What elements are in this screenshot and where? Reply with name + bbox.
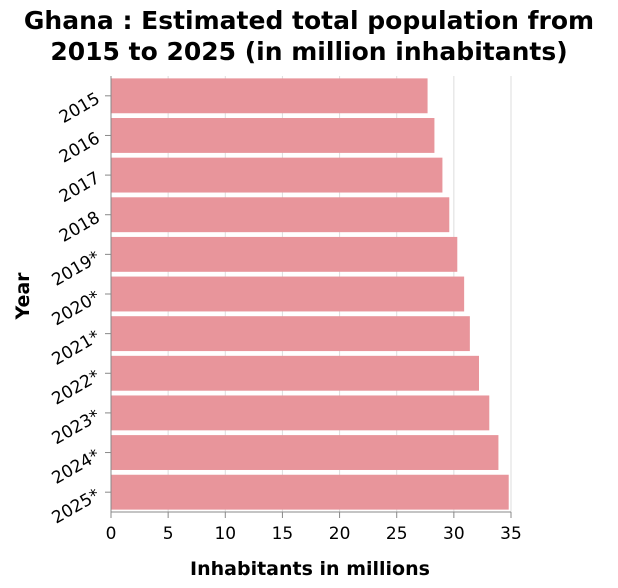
x-tick-label-15: 15 [272,524,294,544]
bar-2023-projected [111,395,490,431]
axes-group [105,76,512,518]
bar-2018 [111,197,450,233]
x-tick-label-20: 20 [329,524,351,544]
y-axis-title: Year [12,272,34,321]
y-tick-label-2022-projected: 2022* [49,366,104,409]
bars-group [111,78,509,510]
bar-2024-projected [111,435,499,470]
x-tick-label-25: 25 [386,524,408,544]
bar-2019-projected [111,236,458,272]
bar-2017 [111,157,443,193]
y-tick-labels: 20152016201720182019*2020*2021*2022*2023… [49,89,104,529]
chart-title-line-1: Ghana : Estimated total population from [24,6,594,35]
y-tick-label-2025-projected: 2025* [49,485,104,528]
x-tick-label-35: 35 [500,524,522,544]
bar-2021-projected [111,316,470,352]
x-tick-labels: 0 5 10 15 20 25 30 35 [106,524,522,544]
x-tick-label-10: 10 [214,524,236,544]
y-tick-label-2021-projected: 2021* [49,327,104,370]
bar-2016 [111,118,435,153]
y-tick-label-2018: 2018 [56,208,103,247]
y-tick-label-2020-projected: 2020* [49,287,104,330]
y-tick-label-2017: 2017 [56,168,103,207]
x-axis-title: Inhabitants in millions [190,558,430,580]
x-tick-label-0: 0 [106,524,117,544]
bar-2020-projected [111,276,465,312]
y-tick-label-2016: 2016 [56,128,103,167]
bar-2025-projected [111,474,509,510]
x-tick-label-30: 30 [443,524,465,544]
y-tick-label-2023-projected: 2023* [49,406,104,449]
bar-2015 [111,78,428,114]
y-tick-label-2015: 2015 [56,89,103,128]
bar-2022-projected [111,355,479,391]
y-tick-label-2024-projected: 2024* [49,446,104,489]
y-tick-label-2019-projected: 2019* [49,247,104,290]
x-tick-label-5: 5 [163,524,174,544]
chart-title-line-2: 2015 to 2025 (in million inhabitants) [50,37,567,66]
